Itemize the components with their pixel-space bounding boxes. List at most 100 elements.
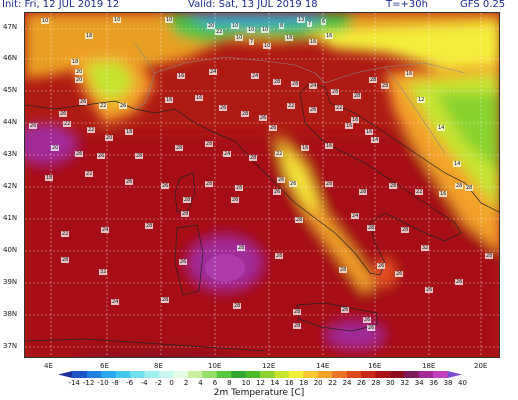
station-value: 26 <box>395 271 404 277</box>
alps-cold-peak <box>185 13 325 27</box>
lat-label-46N: 46N <box>3 54 18 62</box>
station-value: 24 <box>351 213 360 219</box>
slovenia-cool-area <box>305 23 499 73</box>
colorbar-swatch <box>72 371 88 378</box>
colorbar-tick: 12 <box>256 379 265 387</box>
colorbar-swatch <box>101 371 117 378</box>
country-borders <box>134 42 466 154</box>
station-value: 14 <box>453 161 462 167</box>
lat-label-38N: 38N <box>3 310 18 318</box>
station-value: 16 <box>177 73 186 79</box>
colorbar-swatch <box>274 371 290 378</box>
lon-label-14E: 14E <box>316 362 330 370</box>
colorbar-tick: -10 <box>97 379 109 387</box>
lon-label-18E: 18E <box>422 362 436 370</box>
lat-label-42N: 42N <box>3 182 18 190</box>
station-value: 26 <box>75 151 84 157</box>
station-value: 10 <box>261 27 270 33</box>
model-name: GFS 0.25 <box>460 0 506 10</box>
station-value: 28 <box>381 83 390 89</box>
station-value: 26 <box>97 153 106 159</box>
station-value: 28 <box>455 183 464 189</box>
station-value: 6 <box>321 19 327 25</box>
station-value: 18 <box>85 33 94 39</box>
station-value: 16 <box>325 143 334 149</box>
station-value: 28 <box>331 89 340 95</box>
colorbar-swatch <box>346 371 362 378</box>
station-value: 22 <box>61 231 70 237</box>
station-value: 24 <box>309 83 318 89</box>
station-value: 28 <box>295 217 304 223</box>
station-value: 18 <box>125 129 134 135</box>
station-value: 16 <box>351 117 360 123</box>
colorbar-swatch <box>404 371 420 378</box>
station-value: 10 <box>165 17 174 23</box>
station-value: 20 <box>75 77 84 83</box>
station-value: 28 <box>401 227 410 233</box>
station-value: 26 <box>455 279 464 285</box>
station-value: 16 <box>325 33 334 39</box>
west-hot-area <box>25 123 75 163</box>
station-value: 28 <box>205 141 214 147</box>
station-value: 14 <box>437 125 446 131</box>
lon-label-12E: 12E <box>262 362 276 370</box>
station-value: 26 <box>273 189 282 195</box>
colorbar-tick: 8 <box>227 379 232 387</box>
station-value: 28 <box>389 183 398 189</box>
station-value: 20 <box>75 69 84 75</box>
colorbar-swatch <box>303 371 319 378</box>
station-value: 20 <box>105 135 114 141</box>
station-value: 28 <box>465 185 474 191</box>
station-value: 28 <box>293 323 302 329</box>
station-value: 10 <box>113 17 122 23</box>
temperature-map: 10 10 10 20 22 10 10 10 8 13 7 6 10 7 10 18 16 16 18 18 20 20… <box>24 12 500 358</box>
init-time: Init: Fri, 12 JUL 2019 12 <box>2 0 120 10</box>
station-value: 22 <box>215 29 224 35</box>
station-value: 10 <box>41 18 50 24</box>
station-value: 28 <box>325 181 334 187</box>
station-value: 26 <box>219 105 228 111</box>
colorbar-tick: -6 <box>126 379 134 387</box>
colorbar-swatch <box>202 371 218 378</box>
station-value: 28 <box>339 267 348 273</box>
lon-label-4E: 4E <box>44 362 53 370</box>
colorbar-tick: 24 <box>342 379 352 387</box>
station-value: 28 <box>237 245 246 251</box>
station-value: 10 <box>231 23 240 29</box>
colorbar-tick: 18 <box>299 379 309 387</box>
temperature-colorbar <box>58 371 462 378</box>
station-value: 18 <box>285 35 294 41</box>
coastlines <box>25 82 499 352</box>
station-value: 26 <box>269 125 278 131</box>
station-value: 26 <box>341 307 350 313</box>
colorbar-swatch <box>361 371 376 378</box>
colorbar-swatch <box>418 371 434 378</box>
station-value: 28 <box>367 225 376 231</box>
colorbar-tick: 34 <box>414 379 424 387</box>
station-value: 28 <box>359 189 368 195</box>
station-value: 28 <box>161 297 170 303</box>
station-value: 26 <box>367 325 376 331</box>
lat-label-37N: 37N <box>3 342 18 350</box>
station-value: 26 <box>309 107 318 113</box>
station-value: 28 <box>291 81 300 87</box>
station-value: 26 <box>119 103 128 109</box>
station-value: 26 <box>59 111 68 117</box>
colorbar-tick: 0 <box>169 379 174 387</box>
colorbar-tick: 2 <box>183 379 189 387</box>
colorbar-tick: 40 <box>458 379 467 387</box>
colorbar-swatch <box>389 371 405 378</box>
station-value: 24 <box>251 73 260 79</box>
station-value: 26 <box>377 263 386 269</box>
lat-label-43N: 43N <box>3 150 18 158</box>
lon-label-6E: 6E <box>100 362 109 370</box>
station-value: 22 <box>275 151 284 157</box>
station-value: 24 <box>223 151 232 157</box>
station-value: 32 <box>421 245 430 251</box>
colorbar-tick: 10 <box>241 379 251 387</box>
colorbar-swatch <box>447 371 462 378</box>
colorbar-tick: -2 <box>155 379 162 387</box>
lat-label-41N: 41N <box>3 214 18 222</box>
station-value: 22 <box>99 103 108 109</box>
colorbar-swatch <box>115 371 131 378</box>
